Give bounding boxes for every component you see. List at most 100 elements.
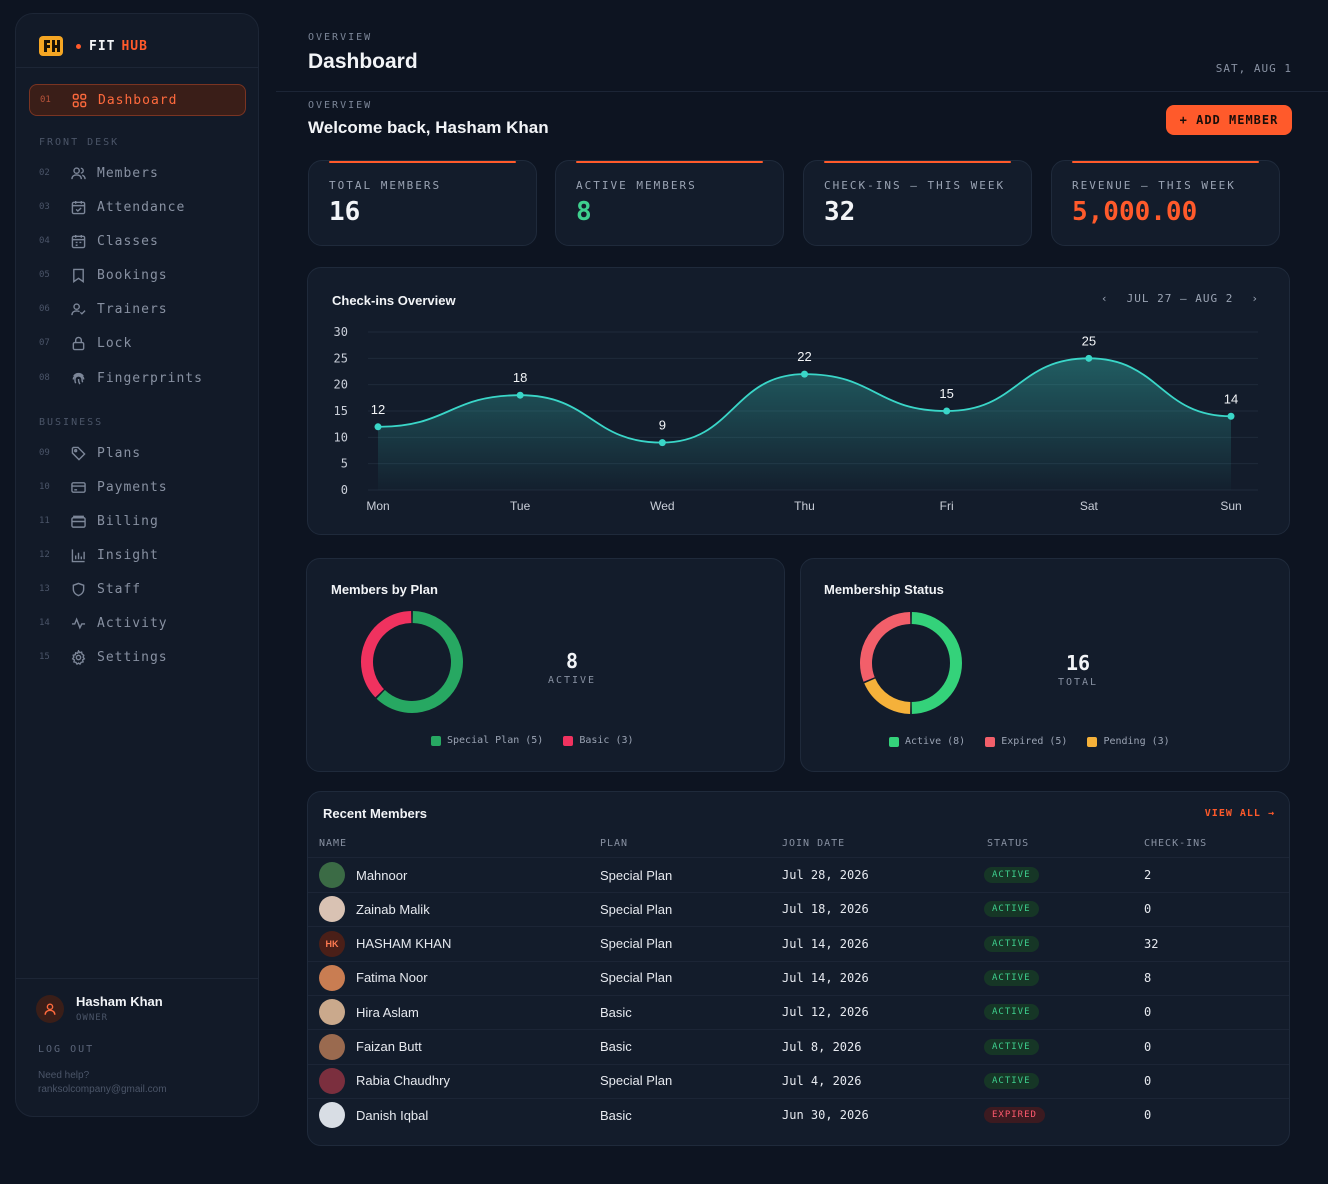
sidebar-item-dashboard[interactable]: 01 Dashboard [29,84,246,116]
help-email[interactable]: ranksolcompany@gmail.com [38,1084,167,1095]
data-label: 15 [939,386,953,401]
nav-number: 15 [39,652,50,662]
bookmark-icon [71,267,97,283]
add-member-button[interactable]: + ADD MEMBER [1166,105,1292,135]
data-point[interactable] [801,370,808,378]
y-tick-label: 10 [334,430,348,444]
user-icon [44,1002,56,1015]
row-divider [308,1097,1289,1099]
column-header-name[interactable]: NAME [319,838,348,849]
data-label: 12 [371,402,385,417]
data-point[interactable] [516,391,524,399]
member-name: Hira Aslam [356,1004,419,1020]
table-row[interactable]: Hira Aslam Basic Jul 12, 2026 ACTIVE 0 [308,995,1291,1029]
nav-label: Staff [97,581,142,597]
table-row[interactable]: HK HASHAM KHAN Special Plan Jul 14, 2026 ACT… [308,927,1291,961]
cell-name: HK HASHAM KHAN [319,927,451,961]
donut-slice[interactable] [376,611,463,713]
column-header-status[interactable]: STATUS [987,838,1030,849]
plan-donut-chart [361,611,463,713]
sidebar-item-plans[interactable]: 09 Plans [29,437,246,469]
member-name: HASHAM KHAN [356,936,452,952]
table-row[interactable]: Faizan Butt Basic Jul 8, 2026 ACTIVE 0 [308,1030,1291,1064]
donut-slice[interactable] [864,678,911,714]
brand[interactable]: FIT HUB [38,28,148,64]
sidebar-divider [16,978,258,979]
table-row[interactable]: Fatima Noor Special Plan Jul 14, 2026 ACTIV… [308,961,1291,995]
sidebar-item-trainers[interactable]: 06 Trainers [29,293,246,325]
column-header-join-date[interactable]: JOIN DATE [782,838,846,849]
cell-plan: Special Plan [600,901,673,917]
member-name: Fatima Noor [356,970,428,986]
date-range-label: JUL 27 – AUG 2 [1126,292,1234,305]
nav-number: 05 [39,270,50,280]
donut-slice[interactable] [860,612,911,682]
legend-label: Basic (3) [579,735,634,746]
table-row[interactable]: Rabia Chaudhry Special Plan Jul 4, 2026 ACT… [308,1064,1291,1098]
stat-label: CHECK-INS – THIS WEEK [824,179,1006,192]
prev-range-button[interactable]: ‹ [1101,292,1109,305]
row-divider [308,1063,1289,1065]
sidebar-item-attendance[interactable]: 03 Attendance [29,191,246,223]
stat-value: 32 [824,197,856,227]
sidebar-item-billing[interactable]: 11 Billing [29,505,246,537]
table-row[interactable]: Zainab Malik Special Plan Jul 18, 2026 ACTI… [308,892,1291,926]
data-label: 14 [1224,391,1238,406]
table-row[interactable]: Mahnoor Special Plan Jul 28, 2026 ACTIVE 2 [308,858,1291,892]
sidebar-item-payments[interactable]: 10 Payments [29,471,246,503]
cell-plan: Special Plan [600,867,673,883]
nav-label: Lock [97,335,133,351]
nav-number: 04 [39,236,50,246]
sidebar-item-members[interactable]: 02 Members [29,157,246,189]
next-range-button[interactable]: › [1251,292,1259,305]
gear-icon [71,649,97,665]
data-point[interactable] [374,423,382,431]
cell-status: ACTIVE [984,1064,1039,1098]
nav-number: 06 [39,304,50,314]
column-header-plan[interactable]: PLAN [600,838,629,849]
sidebar-divider [16,67,258,68]
y-tick-label: 15 [334,404,348,418]
sidebar-item-settings[interactable]: 15 Settings [29,641,246,673]
grid-icon [72,92,98,108]
cell-checkins: 0 [1144,902,1152,917]
legend-swatch [1087,736,1098,747]
section-label-front-desk: FRONT DESK [39,137,120,148]
data-label: 9 [659,418,666,433]
nav-number: 03 [39,202,50,212]
table-row[interactable]: Danish Iqbal Basic Jun 30, 2026 EXPIRED 0 [308,1098,1291,1132]
x-tick-label: Sat [1080,499,1099,513]
avatar: HK [319,930,345,957]
nav-label: Attendance [97,199,186,215]
page-kicker: OVERVIEW [308,32,373,43]
data-point[interactable] [1085,354,1093,362]
sidebar-item-fingerprints[interactable]: 08 Fingerprints [29,362,246,394]
legend-label: Special Plan (5) [447,735,544,746]
sidebar-item-classes[interactable]: 04 Classes [29,225,246,257]
status-legend: Active (8) Expired (5) Pending (3) [889,736,1170,747]
logout-link[interactable]: LOG OUT [38,1044,95,1055]
sidebar-item-activity[interactable]: 14 Activity [29,607,246,639]
donut-slice[interactable] [911,612,962,714]
data-point[interactable] [943,407,951,415]
data-point[interactable] [1227,412,1235,420]
sidebar-item-insight[interactable]: 12 Insight [29,539,246,571]
welcome-heading: Welcome back, Hasham Khan [308,118,549,137]
tag-icon [71,445,97,461]
cell-plan: Basic [600,1004,632,1020]
pulse-icon [71,615,97,631]
legend-label: Active (8) [905,736,966,747]
sidebar-item-lock[interactable]: 07 Lock [29,327,246,359]
user-profile[interactable]: Hasham Khan OWNER [36,994,163,1023]
sidebar-item-bookings[interactable]: 05 Bookings [29,259,246,291]
brand-logo-icon [39,36,63,56]
data-point[interactable] [658,439,666,447]
donut-slice[interactable] [361,611,412,698]
column-header-checkins[interactable]: CHECK-INS [1144,838,1208,849]
cell-status: ACTIVE [984,995,1039,1029]
status-donut-chart [860,612,962,714]
sidebar-item-staff[interactable]: 13 Staff [29,573,246,605]
welcome-kicker: OVERVIEW [308,100,373,111]
view-all-link[interactable]: VIEW ALL → [1204,808,1275,819]
cell-join-date: Jun 30, 2026 [782,1108,869,1123]
